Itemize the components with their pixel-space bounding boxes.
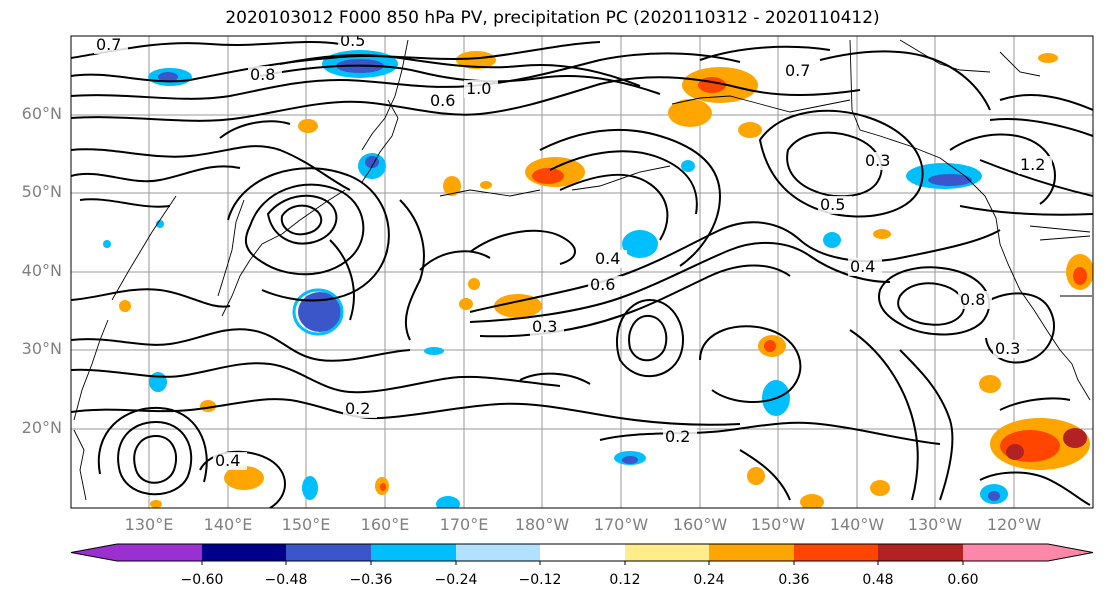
colorbar-tick-label: 0.60 <box>947 572 979 588</box>
colorbar-extend-high <box>1048 544 1093 561</box>
contour-label: 1.2 <box>1020 155 1045 174</box>
colorbar-tick-label: 0.48 <box>862 572 894 588</box>
contour-label: 0.4 <box>215 451 240 470</box>
contour-label: 0.7 <box>96 35 121 54</box>
longitude-label: 150°W <box>750 515 806 534</box>
contour-label: 0.3 <box>995 339 1020 358</box>
longitude-label: 140°W <box>829 515 885 534</box>
colorbar-tick-label: 0.36 <box>778 572 810 588</box>
contour-label: 0.3 <box>865 151 890 170</box>
colorbar-tick-label: −0.60 <box>180 572 224 588</box>
contour-labels: 0.7 0.8 0.5 1.0 0.6 0.4 0.3 0.2 0.6 0.3 0.4 0.8 0.7 0… <box>94 31 1052 470</box>
colorbar-tick-label: −0.36 <box>349 572 393 588</box>
longitude-label: 150°E <box>281 515 331 534</box>
contour-label: 0.6 <box>590 275 615 294</box>
map-title: 2020103012 F000 850 hPa PV, precipitatio… <box>225 8 880 28</box>
longitude-label: 140°E <box>203 515 253 534</box>
colorbar-segment <box>371 544 456 561</box>
longitude-label: 120°W <box>986 515 1042 534</box>
colorbar-segment <box>540 544 625 561</box>
contour-label: 0.2 <box>665 427 690 446</box>
longitude-label: 180°W <box>514 515 570 534</box>
contour-label: 0.8 <box>960 290 985 309</box>
coastlines <box>73 39 1092 501</box>
plot-frame <box>70 35 1094 509</box>
colorbar-tick-label: 0.12 <box>609 572 641 588</box>
colorbar-tick-label: −0.12 <box>518 572 562 588</box>
longitude-label: 170°W <box>593 515 649 534</box>
longitude-label: 130°E <box>124 515 174 534</box>
contour-label: 0.4 <box>595 249 620 268</box>
latitude-label: 40°N <box>21 261 62 280</box>
contour-label: 1.0 <box>466 79 491 98</box>
colorbar-segment <box>202 544 286 561</box>
longitude-label: 170°E <box>439 515 489 534</box>
contour-label: 0.2 <box>345 399 370 418</box>
longitude-label: 130°W <box>907 515 963 534</box>
pv-contours <box>71 41 1093 508</box>
contour-label: 0.7 <box>785 61 810 80</box>
colorbar-segment <box>456 544 540 561</box>
colorbar <box>70 543 1094 565</box>
contour-label: 0.6 <box>430 91 455 110</box>
contour-label: 0.5 <box>820 195 845 214</box>
colorbar-extend-low <box>71 544 117 561</box>
colorbar-tick-label: −0.24 <box>434 572 478 588</box>
colorbar-segment <box>794 544 878 561</box>
colorbar-segment <box>878 544 963 561</box>
latitude-label: 60°N <box>21 104 62 123</box>
latitude-label: 50°N <box>21 182 62 201</box>
contour-label: 0.4 <box>850 257 875 276</box>
contour-label: 0.3 <box>532 317 557 336</box>
contour-label: 0.5 <box>340 31 365 50</box>
longitude-label: 160°E <box>360 515 410 534</box>
colorbar-segment <box>625 544 709 561</box>
latitude-label: 20°N <box>21 418 62 437</box>
colorbar-segment <box>286 544 371 561</box>
colorbar-segment <box>709 544 794 561</box>
contour-label: 0.8 <box>250 65 275 84</box>
colorbar-tick-label: −0.48 <box>264 572 308 588</box>
colorbar-tick-label: 0.24 <box>693 572 725 588</box>
colorbar-segment <box>963 544 1048 561</box>
longitude-label: 160°W <box>672 515 728 534</box>
latitude-label: 30°N <box>21 339 62 358</box>
colorbar-segment <box>117 544 202 561</box>
